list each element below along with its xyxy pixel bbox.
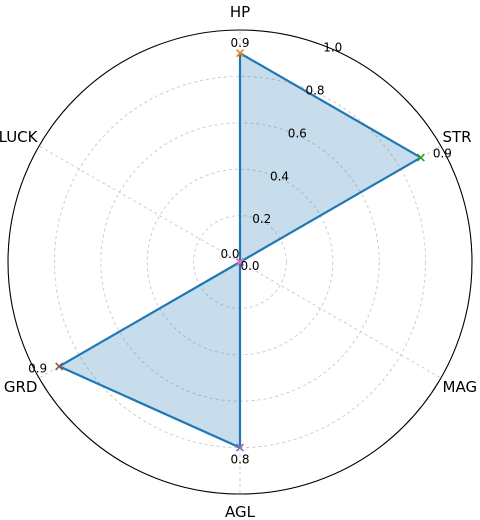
radial-tick-label: 0.6	[288, 126, 307, 140]
outer-ring	[7, 29, 473, 495]
value-label-mag: 0.0	[240, 259, 259, 273]
axis-label-hp: HP	[230, 3, 250, 21]
spoke-mag	[239, 261, 442, 379]
axis-label-agl: AGL	[225, 503, 256, 520]
grid-ring	[53, 75, 427, 449]
axis-label-luck: LUCK	[0, 128, 39, 146]
value-label-hp: 0.9	[230, 36, 249, 50]
radial-tick-label: 0.2	[252, 212, 271, 226]
data-point-hp	[235, 49, 245, 58]
radial-tick-label: 0.4	[270, 169, 289, 183]
spoke-luck	[38, 145, 241, 263]
value-label-grd: 0.9	[28, 361, 47, 375]
axis-label-mag: MAG	[443, 378, 478, 396]
radial-tick-label: 0.8	[305, 84, 324, 98]
data-point-luck	[235, 257, 245, 267]
value-label-luck: 0.0	[220, 247, 239, 261]
data-layer	[55, 49, 425, 452]
value-label-agl: 0.8	[230, 453, 249, 467]
series-area	[58, 52, 422, 449]
data-point-grd	[55, 362, 64, 371]
data-point-agl	[235, 443, 245, 452]
axis-label-grd: GRD	[4, 378, 38, 396]
data-point-str	[416, 153, 425, 162]
label-layer: 0.2 0.4 0.6 0.8 1.0 0.9 0.9 0.0 0.8 0.9 0.0 HP STR MA…	[0, 3, 477, 520]
value-label-str: 0.9	[433, 147, 452, 161]
radial-tick-label: 1.0	[323, 41, 342, 55]
axis-label-str: STR	[443, 128, 472, 146]
